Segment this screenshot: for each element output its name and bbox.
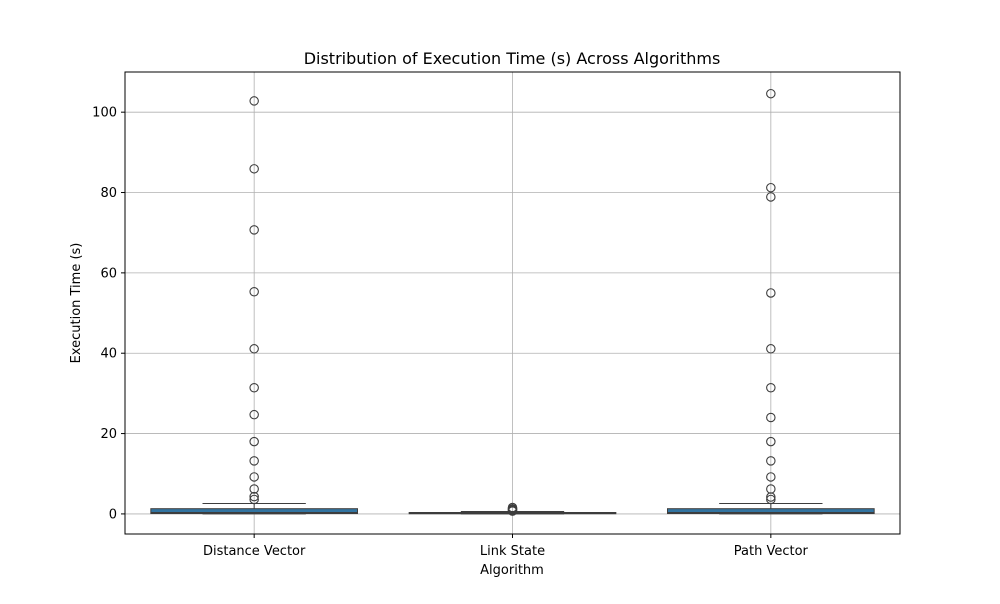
outlier-point xyxy=(766,412,776,423)
x-axis-label: Algorithm xyxy=(480,563,544,578)
outlier-point xyxy=(766,484,776,494)
outlier-point xyxy=(249,164,259,174)
y-tick-label: 60 xyxy=(100,266,117,281)
box-layer xyxy=(150,88,875,516)
outlier-point xyxy=(507,502,518,513)
x-tick-label: Path Vector xyxy=(734,544,809,559)
outlier-point xyxy=(249,225,259,235)
y-tick-label: 80 xyxy=(100,186,117,201)
box-group xyxy=(667,88,875,515)
outlier-point xyxy=(249,344,259,354)
outlier-point xyxy=(249,484,259,494)
outlier-point xyxy=(766,88,776,99)
outlier-point xyxy=(249,456,259,466)
y-tick-label: 40 xyxy=(100,347,117,362)
y-tick-label: 100 xyxy=(92,106,117,121)
outlier-point xyxy=(766,182,776,193)
outlier-point xyxy=(766,494,776,505)
outlier-point xyxy=(766,472,776,482)
y-tick-label: 20 xyxy=(100,427,117,442)
x-tick-label: Distance Vector xyxy=(203,544,306,559)
outlier-point xyxy=(249,436,259,447)
outlier-point xyxy=(249,287,259,297)
y-axis-label: Execution Time (s) xyxy=(69,243,84,364)
tick-layer: 0 20 40 60 80 100 Distance Vector Link State Pat… xyxy=(92,106,808,559)
outlier-point xyxy=(766,288,776,298)
box-iqr xyxy=(667,508,875,515)
outlier-point xyxy=(766,192,776,202)
outlier-point xyxy=(766,436,776,447)
y-tick-label: 0 xyxy=(109,507,117,522)
outlier-point xyxy=(249,383,259,393)
x-tick-label: Link State xyxy=(480,544,545,559)
outlier-point xyxy=(249,494,259,505)
grid-layer xyxy=(125,72,900,534)
outlier-point xyxy=(766,344,776,354)
outlier-point xyxy=(766,456,776,466)
outlier-point xyxy=(249,409,259,420)
chart-title: Distribution of Execution Time (s) Acros… xyxy=(304,49,721,68)
box-group xyxy=(150,96,358,515)
outlier-point xyxy=(766,383,776,393)
outlier-point xyxy=(249,472,259,482)
outlier-point xyxy=(249,491,259,502)
outlier-point xyxy=(249,96,259,106)
box-iqr xyxy=(150,508,358,515)
box-group xyxy=(408,502,617,516)
